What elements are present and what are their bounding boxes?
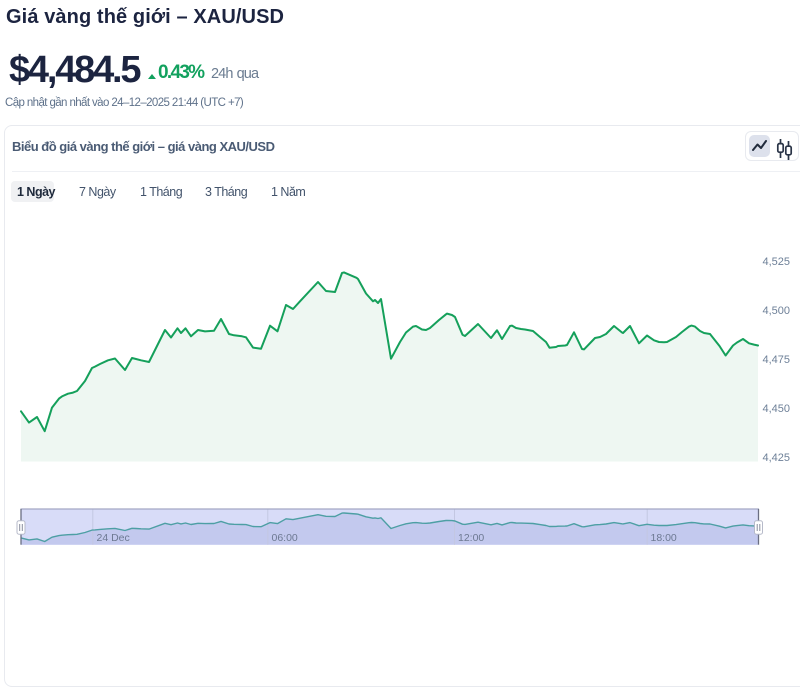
svg-text:4,450: 4,450: [762, 403, 790, 415]
svg-text:4,475: 4,475: [762, 354, 790, 366]
svg-text:4,500: 4,500: [762, 305, 790, 317]
svg-text:24 Dec: 24 Dec: [97, 532, 130, 544]
svg-text:4,425: 4,425: [762, 452, 790, 464]
svg-text:06:00: 06:00: [272, 532, 298, 544]
svg-text:18:00: 18:00: [651, 532, 677, 544]
svg-text:4,525: 4,525: [762, 256, 790, 268]
svg-text:12:00: 12:00: [458, 532, 484, 544]
